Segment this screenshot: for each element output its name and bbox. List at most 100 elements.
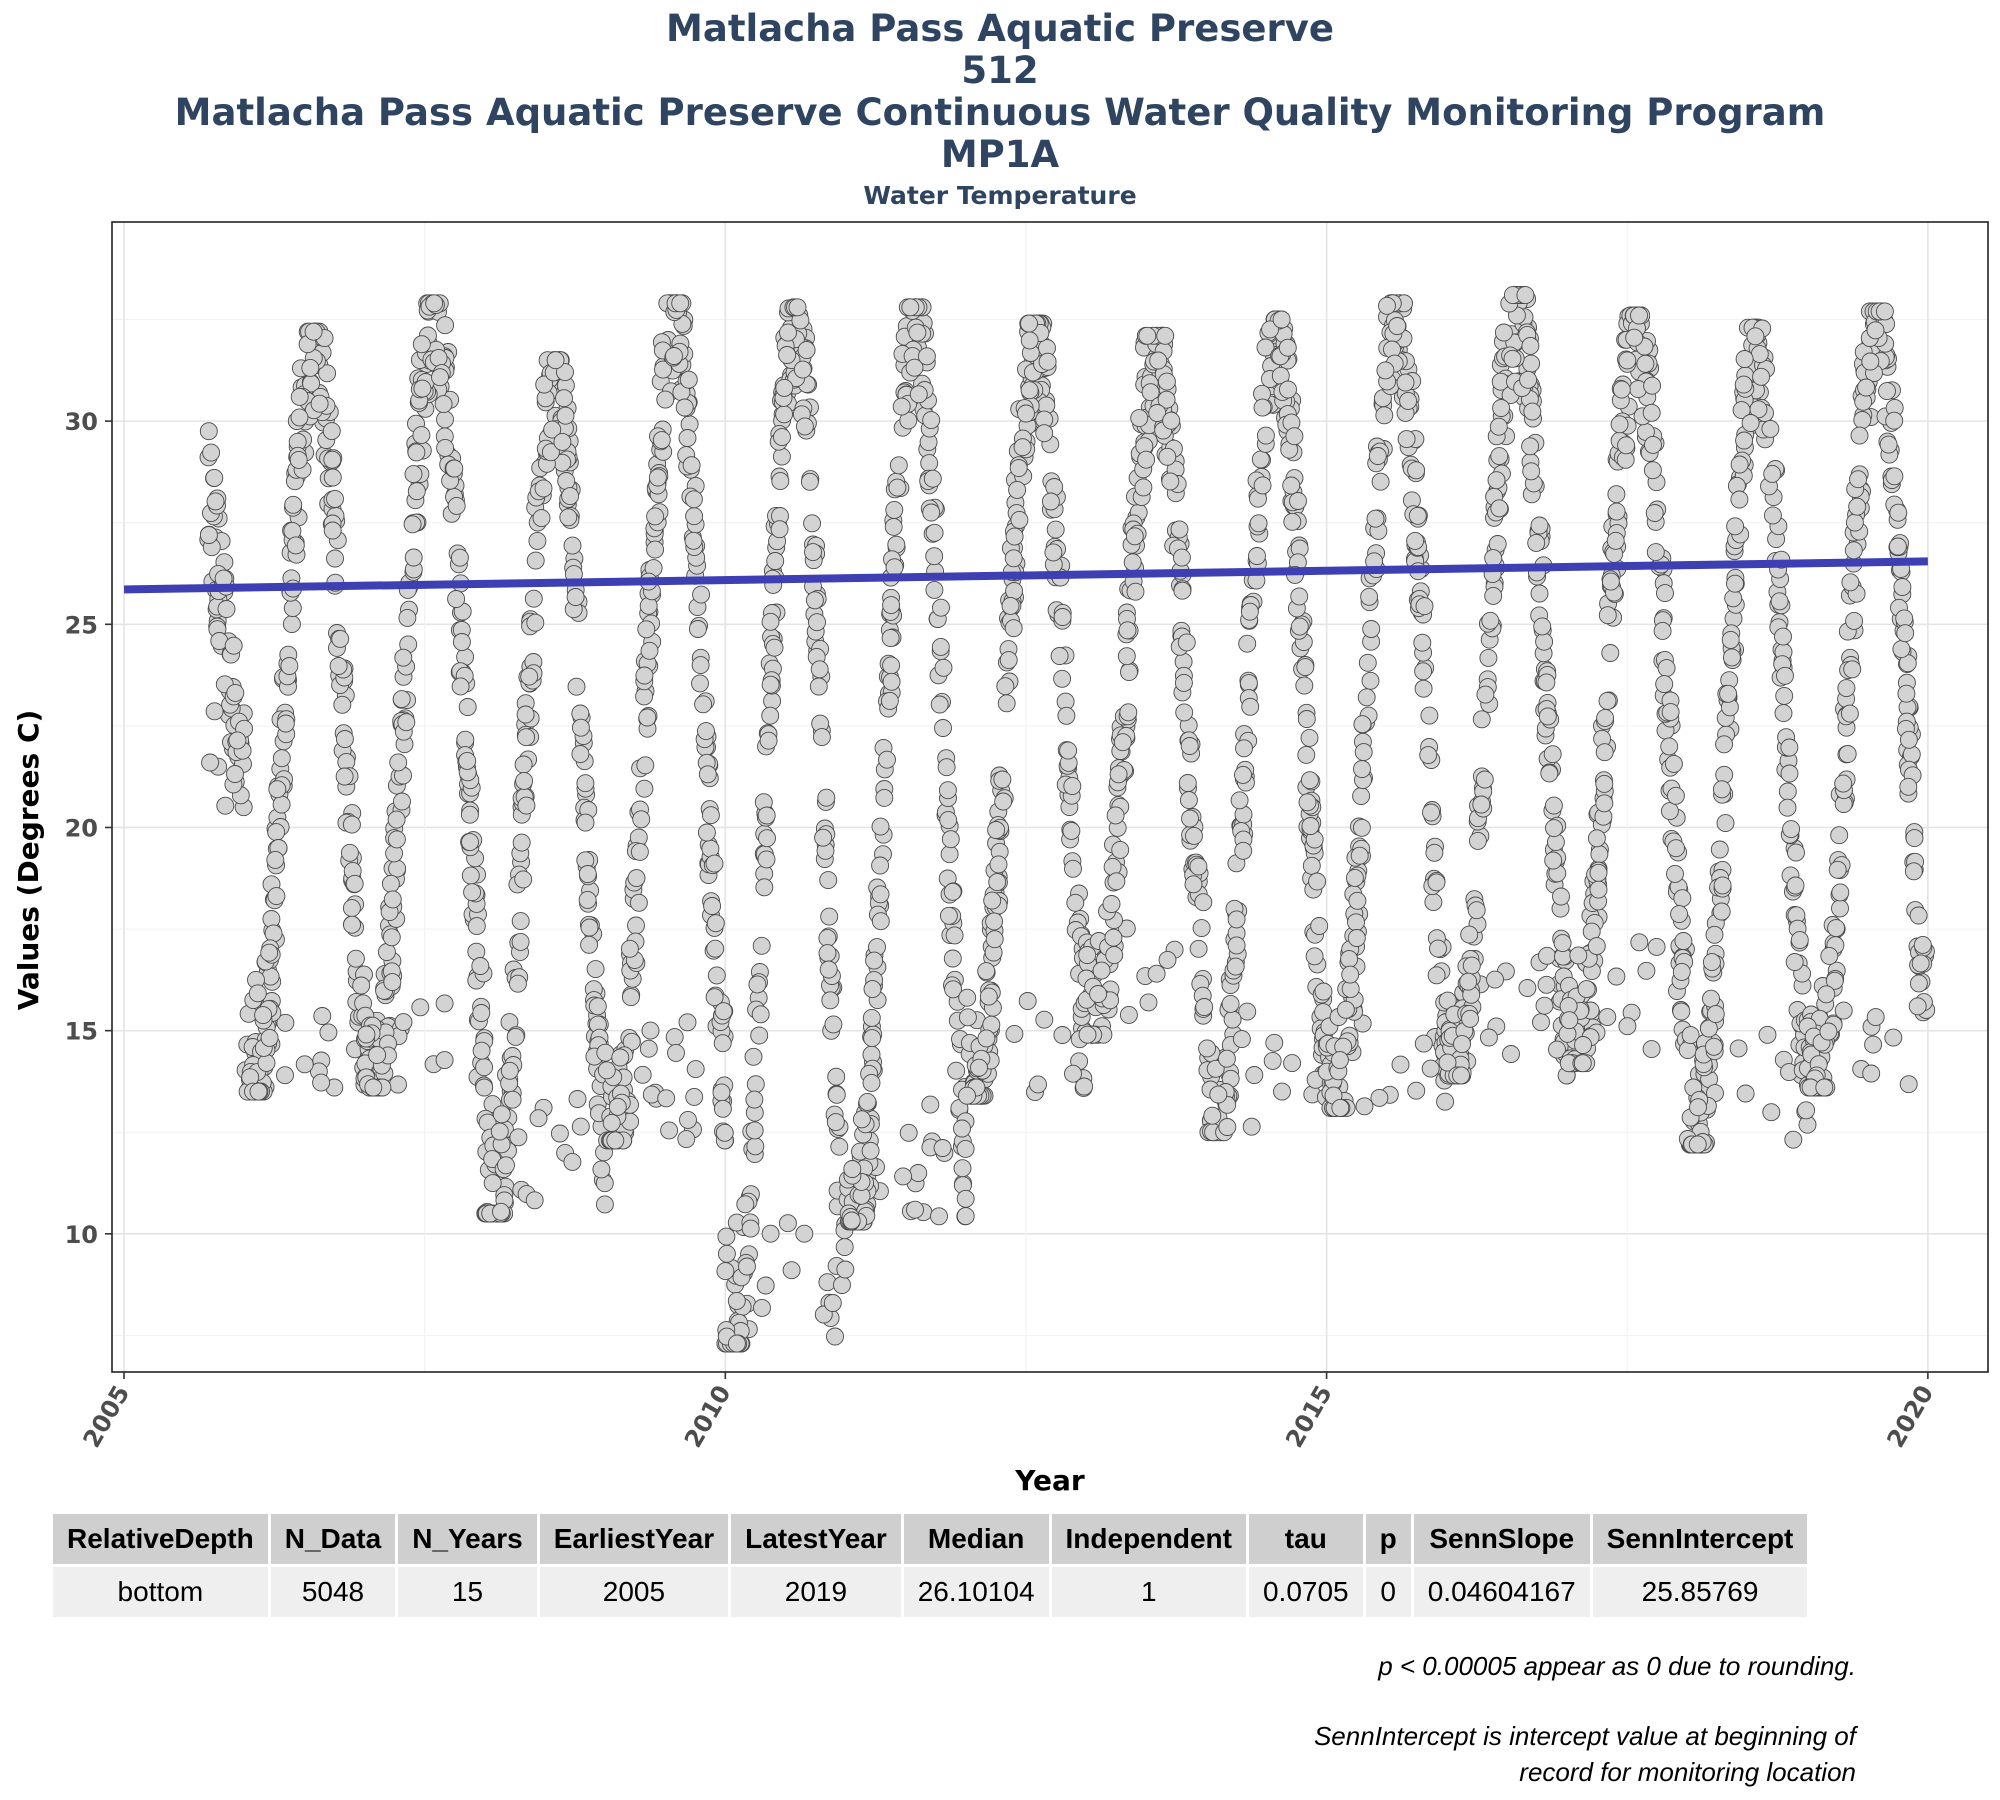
data-point	[1574, 1036, 1592, 1054]
data-point	[1503, 349, 1522, 368]
data-point	[1831, 899, 1849, 918]
data-point	[1361, 671, 1380, 690]
table-row: bottom 5048 15 2005 2019 26.10104 1 0.0705 0 0.04…	[53, 1567, 1808, 1617]
data-point	[1716, 814, 1735, 833]
data-point	[705, 988, 724, 1007]
data-point	[1273, 1082, 1291, 1101]
data-point	[1838, 745, 1857, 763]
data-point	[1289, 492, 1307, 510]
data-point	[472, 1041, 491, 1060]
data-point	[635, 666, 654, 685]
data-point	[1005, 1024, 1024, 1043]
data-point	[580, 918, 599, 937]
data-point	[412, 335, 431, 354]
table-cell: 26.10104	[903, 1567, 1049, 1617]
data-point	[627, 869, 646, 888]
data-point	[1902, 745, 1921, 764]
data-point	[727, 1291, 746, 1310]
data-point	[586, 960, 605, 979]
data-point	[684, 531, 703, 550]
data-point	[1670, 905, 1689, 924]
data-point	[958, 988, 977, 1007]
data-point	[228, 731, 247, 750]
data-point	[357, 1025, 376, 1044]
data-point	[313, 1007, 332, 1025]
data-point	[588, 997, 607, 1016]
data-point	[1831, 883, 1850, 902]
data-point	[1861, 352, 1880, 371]
data-point	[331, 629, 350, 648]
data-point	[925, 547, 944, 566]
data-point	[1897, 684, 1916, 703]
data-point	[979, 987, 998, 1006]
data-point	[682, 456, 701, 475]
data-point	[1175, 703, 1194, 722]
data-point	[675, 398, 694, 417]
data-point	[458, 751, 477, 770]
data-point	[393, 792, 411, 811]
data-point	[804, 543, 822, 562]
data-point	[1366, 509, 1385, 528]
data-point	[678, 429, 697, 447]
data-point	[458, 698, 477, 716]
data-point	[827, 1067, 846, 1086]
data-point	[985, 930, 1004, 949]
table-cell: 0.0705	[1248, 1567, 1363, 1617]
data-point	[526, 613, 545, 632]
data-point	[1290, 617, 1309, 636]
data-point	[691, 656, 710, 675]
data-point	[881, 629, 900, 647]
intercept-note-line1: SennIntercept is intercept value at begi…	[1313, 1721, 1856, 1751]
table-cell: 0.04604167	[1413, 1567, 1590, 1617]
data-point	[1330, 1051, 1349, 1070]
data-point	[216, 796, 235, 815]
data-point	[1075, 1077, 1094, 1096]
data-point	[667, 1043, 685, 1062]
data-point	[985, 912, 1004, 931]
data-point	[450, 548, 469, 567]
data-point	[788, 298, 807, 317]
data-point	[563, 1152, 582, 1171]
data-point	[511, 912, 530, 931]
data-point	[333, 695, 352, 714]
data-point	[1666, 786, 1685, 805]
table-cell: 25.85769	[1592, 1567, 1808, 1617]
data-point	[561, 487, 580, 506]
data-point	[515, 771, 534, 790]
data-point	[1589, 880, 1608, 899]
y-tick-label: 30	[65, 408, 98, 436]
data-point	[871, 817, 890, 836]
data-point	[1185, 826, 1203, 845]
data-point	[511, 932, 530, 951]
data-point	[199, 422, 218, 441]
data-point	[1297, 745, 1316, 764]
table-header-cell: RelativeDepth	[53, 1514, 268, 1564]
data-point	[665, 1028, 684, 1047]
data-point	[1722, 648, 1741, 667]
data-point	[1862, 1064, 1881, 1083]
data-point	[906, 1200, 924, 1219]
data-point	[1750, 345, 1769, 364]
data-point	[1596, 708, 1615, 727]
data-point	[1399, 391, 1418, 410]
data-point	[1577, 980, 1596, 999]
data-point	[383, 890, 402, 909]
data-point	[1117, 647, 1136, 666]
data-point	[1587, 829, 1606, 848]
data-point	[1778, 782, 1797, 801]
data-point	[1857, 378, 1876, 397]
data-point	[596, 1043, 615, 1062]
table-header-cell: p	[1365, 1514, 1411, 1564]
data-point	[1050, 647, 1069, 665]
table-cell: 15	[398, 1567, 537, 1617]
data-point	[677, 1130, 696, 1149]
data-point	[993, 770, 1012, 789]
data-point	[639, 596, 658, 615]
data-point	[871, 856, 890, 875]
data-point	[810, 660, 829, 679]
data-point	[1092, 961, 1111, 980]
data-point	[508, 974, 527, 993]
data-point	[460, 805, 479, 824]
data-point	[646, 507, 665, 526]
data-point	[1598, 606, 1617, 625]
